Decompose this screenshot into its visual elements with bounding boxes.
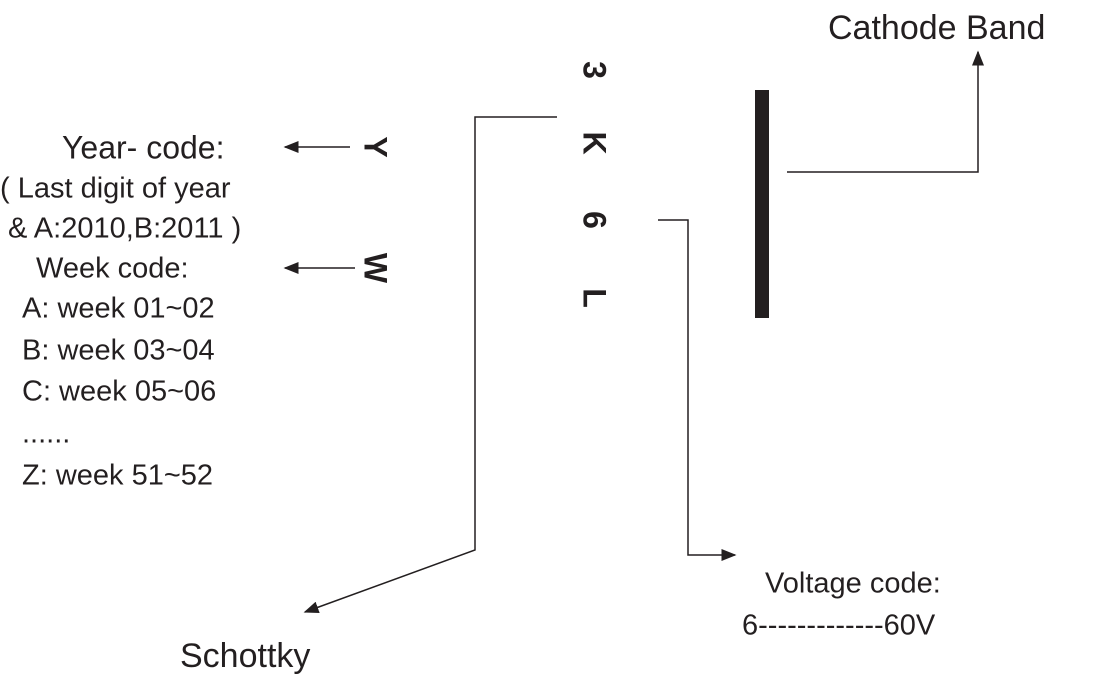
cathode-label: Cathode Band xyxy=(828,9,1045,47)
year-line: & A:2010,B:2011 ) xyxy=(8,213,241,245)
schottky-label: Schottky xyxy=(180,637,310,675)
cathode-arrow xyxy=(787,50,984,173)
week-line: A: week 01~02 xyxy=(22,293,215,325)
voltage-title: Voltage code: xyxy=(765,568,941,600)
schottky-arrow xyxy=(303,116,557,614)
week-line: B: week 03~04 xyxy=(22,335,215,367)
voltage-arrow xyxy=(658,219,737,561)
week-line: C: week 05~06 xyxy=(22,376,216,408)
week-letter: W xyxy=(358,253,394,284)
year-line: ( Last digit of year xyxy=(0,173,231,205)
voltage-line: 6-------------60V xyxy=(742,610,936,642)
marking-char: L xyxy=(577,288,613,308)
week-line: ...... xyxy=(22,418,70,450)
week-title: Week code: xyxy=(36,253,189,285)
year-title: Year- code: xyxy=(62,129,224,165)
week-line: Z: week 51~52 xyxy=(22,460,213,492)
marking-char: 6 xyxy=(577,211,613,229)
year-letter: Y xyxy=(358,136,394,157)
marking-char: K xyxy=(577,131,613,154)
cathode-band xyxy=(755,90,769,318)
marking-char: 3 xyxy=(577,61,613,79)
